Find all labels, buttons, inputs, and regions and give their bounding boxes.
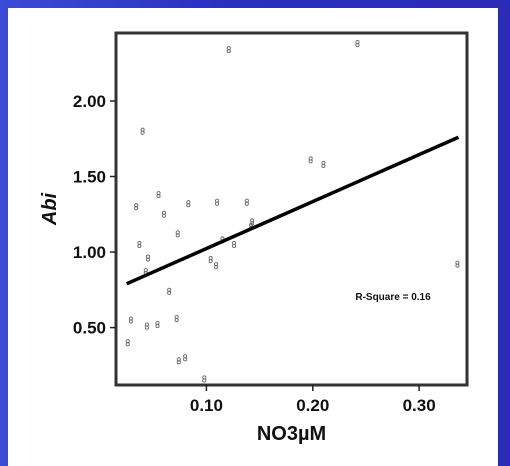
data-point-mark-b-14 [176,360,181,365]
data-point-mark-b-20 [214,201,220,206]
data-point-16 [186,200,191,208]
data-point-mark-b-30 [455,263,460,268]
data-point-mark-b-17 [202,378,207,383]
data-point-6 [144,322,149,330]
data-point-mark-b-19 [213,265,219,270]
data-point-11 [167,287,172,295]
data-point-mark-b-11 [167,290,172,295]
data-point-28 [321,160,326,168]
data-point-27 [308,156,313,164]
data-point-19 [213,262,219,270]
chart-panel: 0.50 1.00 1.50 2.00 0.10 0.20 0.30 NO3µM Abi R-Sq… [8,8,498,466]
data-point-23 [232,240,237,249]
data-point-mark-b-28 [321,163,326,168]
data-point-mark-b-22 [226,49,231,54]
data-point-2 [134,203,139,211]
data-point-18 [208,256,213,264]
data-point-mark-b-24 [244,201,249,206]
y-axis-label: Abi [39,192,61,226]
data-point-14 [176,357,181,365]
data-point-20 [214,198,220,206]
data-point-mark-b-4 [140,130,145,135]
y-tick-label-2: 1.50 [73,168,106,187]
data-point-mark-b-0 [125,342,130,347]
data-point-mark-b-12 [174,317,179,323]
data-point-mark-b-1 [128,319,133,324]
y-tick-label-3: 2.00 [73,92,106,111]
data-point-mark-b-27 [308,159,313,164]
data-point-mark-b-29 [355,43,360,48]
data-point-24 [244,198,249,206]
x-tick-label-0: 0.10 [190,396,223,415]
y-tick-label-0: 0.50 [73,319,106,338]
data-point-mark-b-15 [183,357,188,362]
data-point-mark-b-13 [175,233,180,238]
data-point-mark-b-10 [161,213,166,218]
data-point-13 [175,230,180,238]
data-point-9 [156,191,161,199]
r-square-annotation: R-Square = 0.16 [355,292,431,303]
data-point-mark-b-18 [208,259,213,264]
data-point-0 [125,339,130,347]
x-axis-label: NO3µM [257,423,326,445]
data-point-3 [137,240,142,249]
data-point-1 [128,316,133,324]
data-point-mark-b-9 [156,194,161,199]
data-point-mark-b-16 [186,203,191,208]
data-point-mark-b-23 [232,243,237,249]
data-point-mark-b-26 [250,221,255,226]
data-point-mark-b-8 [155,324,160,329]
data-point-7 [145,254,150,262]
x-tick-label-1: 0.20 [296,396,329,415]
data-point-29 [355,40,360,48]
data-point-mark-b-6 [144,325,149,330]
y-tick-label-1: 1.00 [73,243,106,262]
plot-frame [114,31,469,387]
data-point-mark-b-2 [134,206,139,211]
fit-line [125,135,460,286]
data-point-10 [161,210,166,218]
data-point-22 [226,46,231,54]
data-point-4 [140,127,145,135]
data-point-30 [455,260,460,268]
data-point-mark-b-7 [145,257,150,262]
x-tick-label-2: 0.30 [403,396,436,415]
data-point-8 [155,321,160,329]
data-point-17 [202,375,207,383]
scatter-chart: 0.50 1.00 1.50 2.00 0.10 0.20 0.30 NO3µM Abi R-Sq… [39,31,469,445]
data-point-26 [250,218,255,226]
data-point-mark-b-3 [137,243,142,249]
data-point-12 [174,314,179,323]
data-point-15 [183,354,188,362]
